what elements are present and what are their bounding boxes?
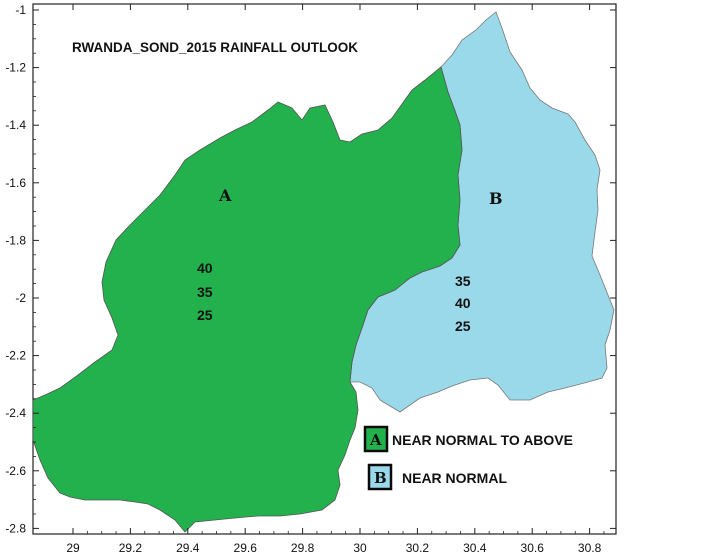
x-tick-label: 30.2 [406, 541, 430, 555]
legend-letter-b: B [374, 469, 387, 487]
x-tick-label: 30.8 [578, 541, 602, 555]
x-tick-label: 29.4 [176, 541, 200, 555]
zone-a-prob-below: 25 [197, 307, 213, 323]
x-tick-label: 29 [66, 541, 80, 555]
y-tick-label: -2.4 [5, 406, 26, 420]
legend-swatch-a [363, 425, 389, 453]
x-tick-label: 29.8 [291, 541, 315, 555]
x-tick-label: 30.4 [463, 541, 487, 555]
y-tick-label: -1.4 [5, 118, 26, 132]
legend: A NEAR NORMAL TO ABOVE B NEAR NORMAL [363, 425, 573, 491]
y-tick-label: -1.6 [5, 176, 26, 190]
x-tick-label: 29.6 [234, 541, 258, 555]
legend-item-a: A NEAR NORMAL TO ABOVE [363, 425, 573, 453]
y-tick-label: -1.2 [5, 61, 26, 75]
zone-a-prob-above: 40 [197, 260, 213, 276]
y-axis: -1 -1.2 -1.4 -1.6 -1.8 -2 -2.2 -2.4 -2.6 -2.8 [5, 3, 616, 535]
legend-item-b: B NEAR NORMAL [367, 463, 507, 491]
x-tick-label: 29.2 [119, 541, 143, 555]
y-tick-label: -2.6 [5, 464, 26, 478]
x-tick-label: 30.6 [521, 541, 545, 555]
legend-label-b: NEAR NORMAL [402, 470, 507, 486]
x-axis: 29 29.2 29.4 29.6 29.8 30 30.2 30.4 30.6 30.8 [66, 4, 605, 555]
map-title: RWANDA_SOND_2015 RAINFALL OUTLOOK [72, 40, 358, 55]
y-tick-label: -1.8 [5, 233, 26, 247]
legend-label-a: NEAR NORMAL TO ABOVE [392, 432, 573, 448]
zone-b-prob-below: 25 [455, 318, 471, 334]
y-tick-label: -2.2 [5, 349, 26, 363]
zone-a-letter: A [218, 186, 232, 205]
x-tick-label: 30 [353, 541, 367, 555]
y-tick-label: -2.8 [5, 521, 26, 535]
y-tick-label: -1 [15, 3, 26, 17]
zone-a-region [32, 66, 463, 533]
legend-letter-a: A [369, 431, 382, 449]
zone-a-prob-normal: 35 [197, 284, 213, 300]
zone-b-prob-normal: 40 [455, 295, 471, 311]
y-tick-label: -2 [15, 291, 26, 305]
zone-b-letter: B [489, 189, 503, 208]
legend-swatch-b [367, 463, 393, 491]
zone-b-prob-above: 35 [455, 273, 471, 289]
